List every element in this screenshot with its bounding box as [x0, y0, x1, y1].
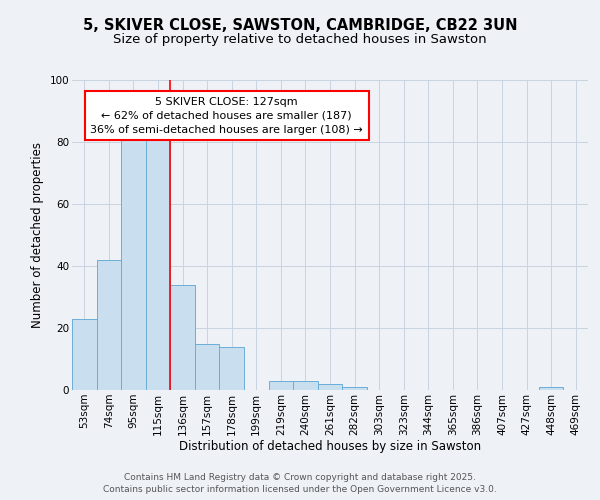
Y-axis label: Number of detached properties: Number of detached properties [31, 142, 44, 328]
Bar [293, 380, 318, 390]
Bar [318, 384, 342, 390]
Bar [97, 260, 121, 390]
Bar [195, 344, 220, 390]
Bar [269, 380, 293, 390]
Bar [539, 387, 563, 390]
Text: Contains public sector information licensed under the Open Government Licence v3: Contains public sector information licen… [103, 486, 497, 494]
Bar [220, 346, 244, 390]
Bar [170, 284, 195, 390]
Text: Contains HM Land Registry data © Crown copyright and database right 2025.: Contains HM Land Registry data © Crown c… [124, 473, 476, 482]
Bar [146, 130, 170, 390]
Bar [342, 387, 367, 390]
Text: 5, SKIVER CLOSE, SAWSTON, CAMBRIDGE, CB22 3UN: 5, SKIVER CLOSE, SAWSTON, CAMBRIDGE, CB2… [83, 18, 517, 32]
Bar [121, 139, 146, 390]
Bar [72, 318, 97, 390]
X-axis label: Distribution of detached houses by size in Sawston: Distribution of detached houses by size … [179, 440, 481, 454]
Text: 5 SKIVER CLOSE: 127sqm
← 62% of detached houses are smaller (187)
36% of semi-de: 5 SKIVER CLOSE: 127sqm ← 62% of detached… [91, 96, 363, 134]
Text: Size of property relative to detached houses in Sawston: Size of property relative to detached ho… [113, 32, 487, 46]
